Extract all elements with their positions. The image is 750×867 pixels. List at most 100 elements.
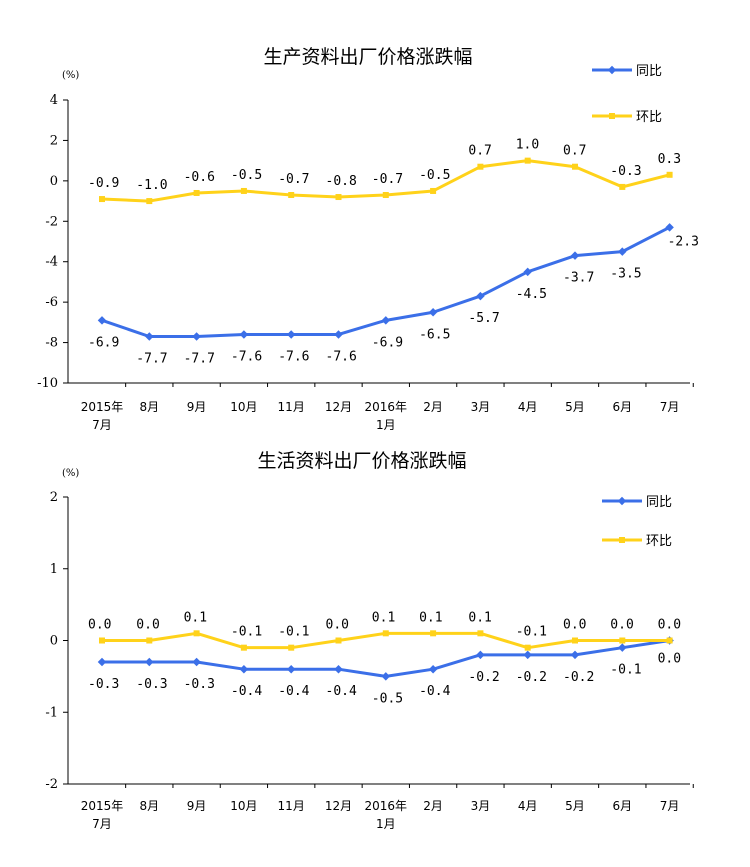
data-point (428, 664, 438, 674)
data-point (618, 643, 627, 652)
data-label: -0.6 (184, 170, 215, 185)
data-label: 0.7 (468, 144, 491, 159)
data-point (240, 187, 247, 194)
x-tick-label: 12月 (325, 799, 352, 813)
x-tick-label: 8月 (139, 400, 159, 414)
data-point (477, 163, 484, 170)
x-tick-label: 1月 (376, 817, 396, 831)
data-label: -3.7 (563, 271, 594, 286)
x-tick-label: 5月 (565, 799, 585, 813)
data-label: -0.3 (136, 677, 167, 692)
data-point (476, 650, 485, 660)
data-point (288, 192, 295, 199)
data-point (146, 637, 153, 644)
data-label: -0.5 (231, 168, 262, 183)
data-point (334, 664, 343, 674)
data-label: -6.5 (419, 327, 450, 342)
data-point (523, 650, 532, 660)
x-tick-label: 12月 (325, 400, 352, 414)
data-label: -7.6 (278, 349, 309, 364)
data-label: -3.5 (610, 267, 641, 282)
data-label: 0.7 (563, 144, 586, 159)
data-label: -0.5 (419, 168, 450, 183)
data-label: -0.5 (372, 691, 403, 706)
data-label: -0.1 (278, 625, 309, 640)
y-tick-label: -2 (45, 777, 58, 792)
y-tick-label: -2 (45, 214, 58, 229)
chart-title: 生产资料出厂价格涨跌幅 (263, 46, 472, 68)
data-label: 0.0 (563, 618, 586, 633)
x-tick-label: 2015年 (81, 400, 124, 414)
data-label: -0.3 (610, 164, 641, 179)
data-label: -4.5 (516, 287, 547, 302)
data-point (239, 330, 249, 339)
x-tick-label: 10月 (230, 799, 257, 813)
data-label: 1.0 (516, 138, 539, 153)
data-point (239, 664, 249, 674)
x-tick-label: 2016年 (365, 799, 408, 813)
x-tick-label: 9月 (187, 400, 207, 414)
y-tick-label: -6 (45, 295, 58, 310)
x-tick-label: 1月 (376, 418, 396, 432)
data-point (572, 163, 578, 170)
x-tick-label: 3月 (471, 799, 491, 813)
data-point (476, 291, 485, 301)
data-point (523, 267, 532, 277)
data-point (666, 171, 673, 178)
y-tick-label: 4 (50, 93, 58, 108)
x-tick-label: 2016年 (365, 400, 408, 414)
data-label: -0.2 (468, 670, 499, 685)
data-point (335, 637, 342, 644)
data-point (619, 637, 626, 644)
data-label: 0.0 (610, 618, 633, 633)
y-tick-label: -1 (45, 705, 58, 720)
data-label: -6.9 (88, 335, 119, 350)
data-point (524, 157, 531, 164)
data-point (192, 332, 201, 341)
data-label: -0.1 (516, 625, 547, 640)
x-tick-label: 3月 (471, 400, 491, 414)
data-label: -0.9 (88, 176, 119, 191)
data-point (146, 198, 153, 205)
data-point (145, 657, 154, 667)
data-point (430, 630, 437, 637)
y-axis-unit: (%) (62, 70, 79, 81)
data-label: 0.1 (419, 610, 442, 625)
y-tick-label: -8 (45, 336, 58, 351)
x-tick-label: 2月 (423, 400, 443, 414)
legend-label: 环比 (646, 534, 672, 549)
x-tick-label: 11月 (278, 799, 305, 813)
data-label: -7.6 (326, 349, 357, 364)
chart-title: 生活资料出厂价格涨跌幅 (257, 450, 466, 472)
data-label: -2.3 (668, 234, 699, 249)
x-tick-label: 9月 (187, 799, 207, 813)
chart-1: 生产资料出厂价格涨跌幅 (%) 4 2 0 -2 -4 -6 -8 -10 2015年 7月 8月 9月 1… (37, 46, 699, 432)
data-point (145, 332, 154, 341)
data-label: 0.0 (326, 618, 349, 633)
legend-marker (619, 537, 625, 543)
data-label: -7.6 (231, 349, 262, 364)
data-label: -0.2 (516, 670, 547, 685)
y-tick-label: -10 (37, 376, 58, 391)
x-tick-label: 6月 (612, 799, 632, 813)
x-tick-label: 7月 (660, 400, 680, 414)
data-label: -0.4 (278, 684, 309, 699)
data-label: -0.4 (419, 684, 450, 699)
y-tick-label: 0 (50, 634, 58, 649)
data-point (382, 192, 389, 199)
data-point (97, 316, 107, 325)
data-label: -0.1 (231, 625, 262, 640)
data-point (428, 308, 438, 317)
data-label: -0.3 (184, 677, 215, 692)
data-point (99, 637, 105, 644)
data-label: -0.7 (372, 172, 403, 187)
data-point (570, 650, 580, 660)
data-label: -0.3 (88, 677, 119, 692)
data-point (193, 630, 200, 637)
data-point (572, 637, 578, 644)
data-point (570, 251, 580, 260)
legend-marker (607, 65, 617, 75)
data-point (99, 196, 105, 203)
data-label: 0.0 (658, 652, 681, 667)
